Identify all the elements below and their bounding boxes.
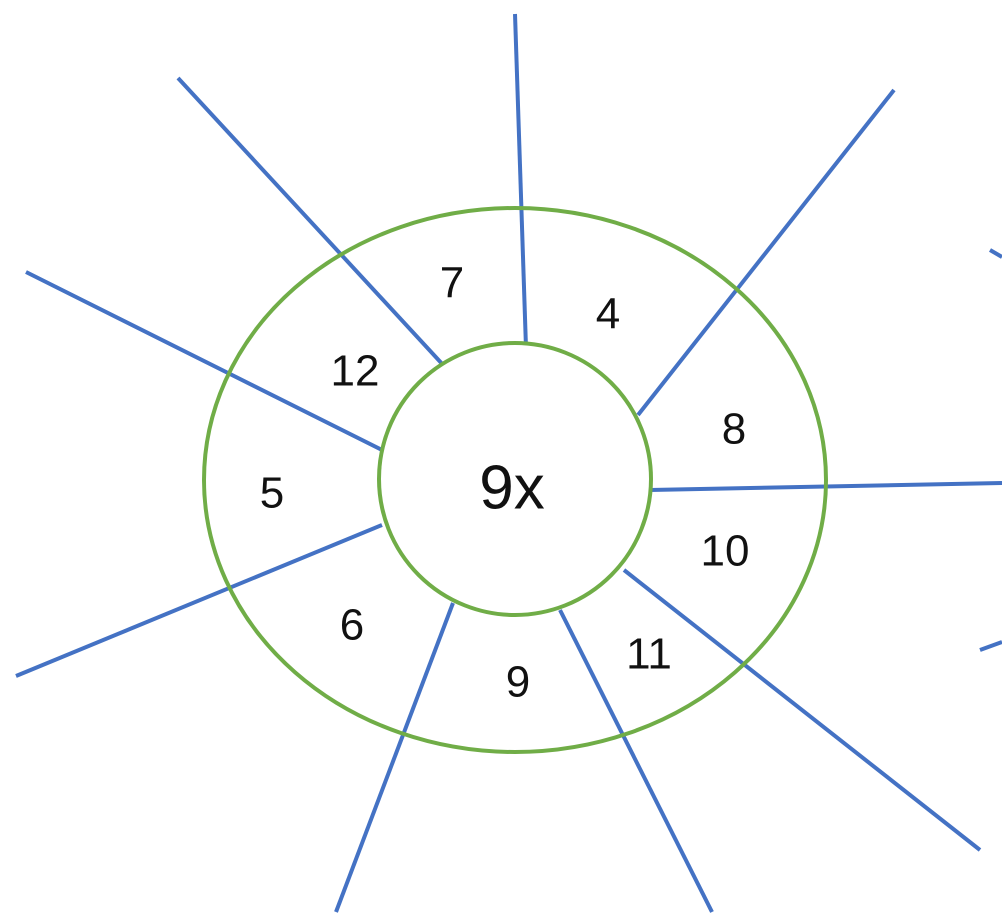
center-label: 9x — [479, 453, 544, 522]
spoke — [15, 523, 383, 678]
outer-ring — [202, 206, 828, 754]
segment-number: 12 — [331, 347, 380, 396]
segment-number: 8 — [722, 405, 746, 454]
spoke — [558, 609, 714, 913]
segment-number: 4 — [596, 290, 620, 339]
spoke — [334, 602, 455, 913]
spoke — [622, 568, 982, 852]
spoke — [176, 76, 447, 369]
segment-number: 5 — [260, 469, 284, 518]
segment-number: 7 — [440, 259, 464, 308]
spoke — [513, 13, 528, 349]
segment-labels: 7 4 8 10 11 9 6 5 12 — [260, 259, 750, 707]
spoke — [25, 270, 383, 452]
inner-circle — [377, 341, 653, 617]
spokes — [15, 13, 1002, 913]
segment-number: 6 — [340, 601, 364, 650]
spoke — [636, 88, 896, 417]
segment-number: 9 — [506, 658, 530, 707]
spoke-fragment — [988, 248, 1002, 259]
segment-number: 10 — [701, 527, 750, 576]
spoke-fragment — [979, 640, 1002, 652]
segment-number: 11 — [626, 630, 672, 679]
